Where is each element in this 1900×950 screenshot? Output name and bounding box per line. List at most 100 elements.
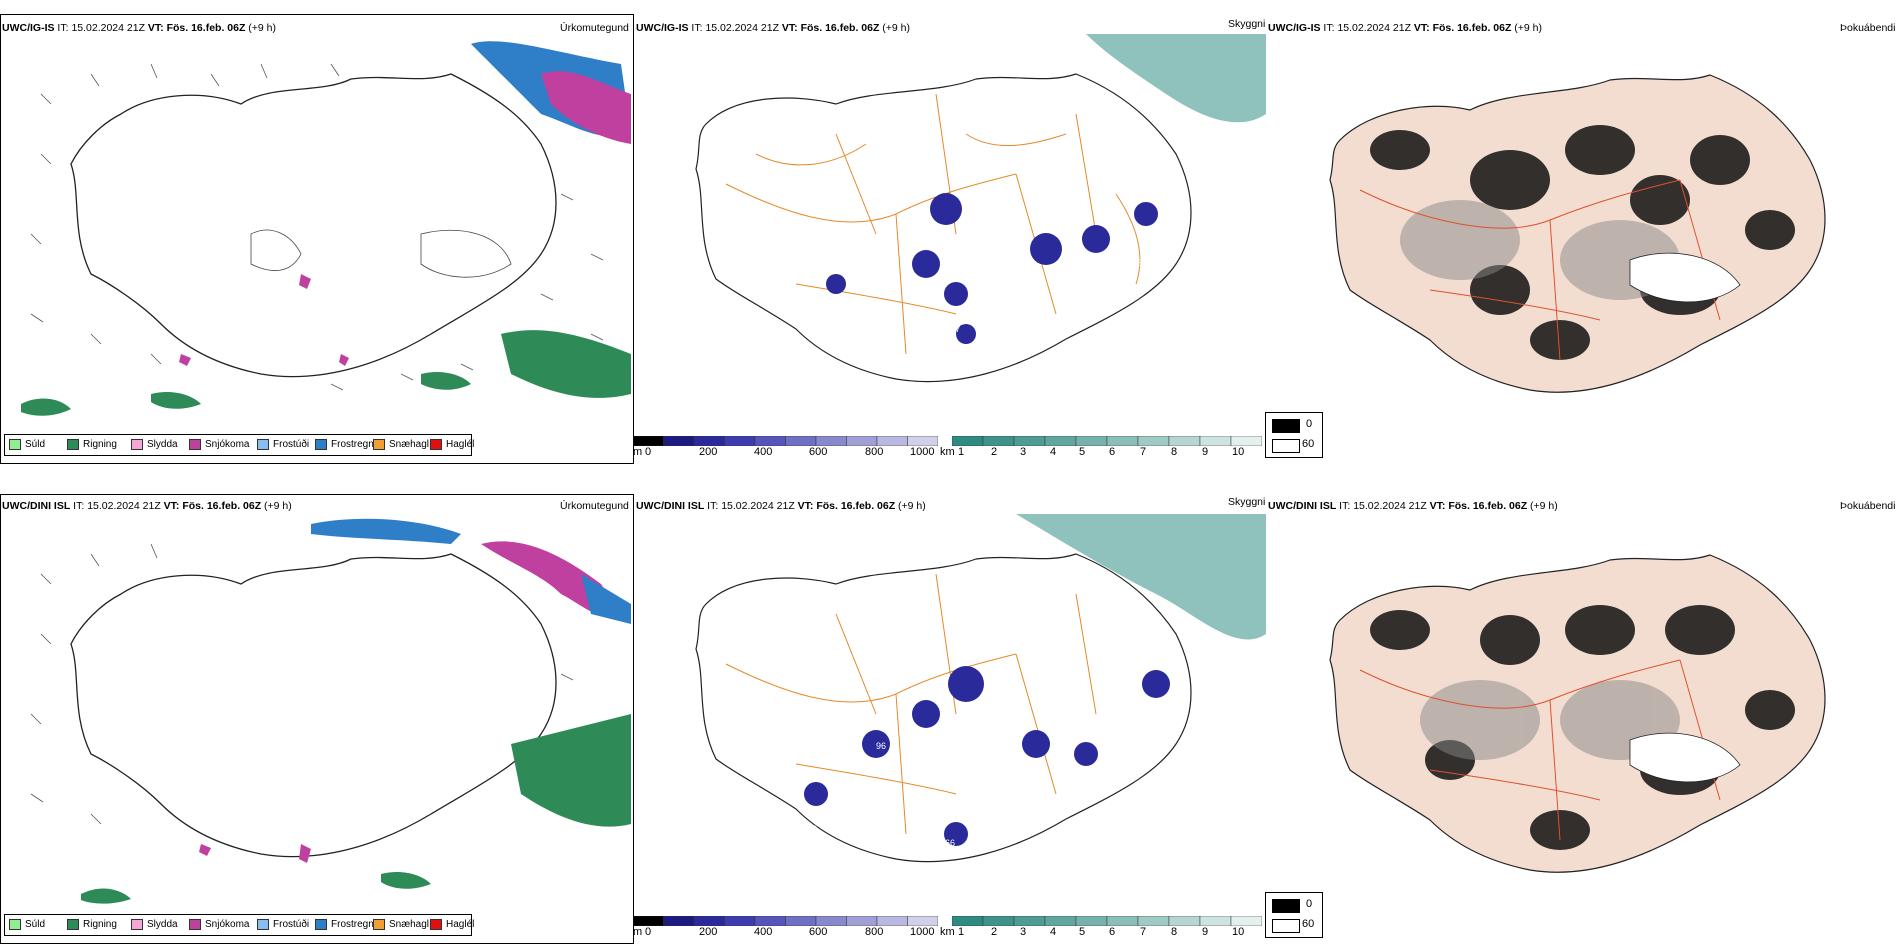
legend-item: Frostúði xyxy=(257,439,309,450)
colorbar-segment xyxy=(982,436,1015,446)
colorbar-segment xyxy=(1013,436,1046,446)
legend-item: Haglél xyxy=(430,919,474,930)
colorbar-segment xyxy=(785,916,817,926)
visibility-colorbar-km-bottom xyxy=(952,916,1262,926)
colorbar-segment xyxy=(663,916,695,926)
precip-type-panel-bottom xyxy=(0,494,634,944)
colorbar-segment xyxy=(1075,916,1108,926)
legend-item: Snjókoma xyxy=(189,919,249,930)
legend-item: Súld xyxy=(9,919,45,930)
panel-title-bottom-2: UWC/DINI ISL IT: 15.02.2024 21Z VT: Fös.… xyxy=(636,500,926,512)
colorbar-segment xyxy=(724,916,756,926)
legend-item: Frostregn xyxy=(315,919,374,930)
colorbar-segment xyxy=(1230,916,1262,926)
svg-text:59: 59 xyxy=(812,810,822,820)
precip-type-title: Úrkomutegund xyxy=(560,22,629,34)
panel-title-bottom-3: UWC/DINI ISL IT: 15.02.2024 21Z VT: Fös.… xyxy=(1268,500,1558,512)
precip-legend-bottom: Súld Rigning Slydda Snjókoma Frostúði Fr… xyxy=(4,914,474,936)
colorbar-segment xyxy=(633,436,664,446)
visibility-title: Skyggni xyxy=(1228,18,1266,30)
visibility-label: 52 xyxy=(1162,225,1172,235)
visibility-label: 114 xyxy=(952,346,966,356)
legend-item: Rigning xyxy=(67,919,117,930)
legend-item: Rigning xyxy=(67,439,117,450)
colorbar-segment xyxy=(693,436,725,446)
fog-index-map-top xyxy=(1329,74,1826,393)
colorbar-segment xyxy=(846,436,878,446)
visibility-label: 111 xyxy=(874,275,888,285)
svg-text:96: 96 xyxy=(876,741,886,751)
colorbar-segment xyxy=(1106,436,1139,446)
colorbar-segment xyxy=(1106,916,1139,926)
fog-index-title: Þokuábendi xyxy=(1840,22,1896,34)
precip-type-map-top xyxy=(21,41,631,416)
visibility-label: 106 xyxy=(1086,281,1101,291)
colorbar-segment xyxy=(785,436,817,446)
iceland-outline xyxy=(70,553,557,858)
legend-item: Snjókoma xyxy=(189,439,249,450)
colorbar-segment xyxy=(846,916,878,926)
colorbar-segment xyxy=(876,916,908,926)
legend-item: Frostúði xyxy=(257,919,309,930)
visibility-colorbar-km-top xyxy=(952,436,1262,446)
svg-text:123: 123 xyxy=(802,824,817,834)
colorbar-segment xyxy=(1137,916,1170,926)
colorbar-segment xyxy=(1044,916,1077,926)
precip-legend-top: Súld Rigning Slydda Snjókoma Frostúði Fr… xyxy=(4,434,474,456)
colorbar-segment xyxy=(1013,916,1046,926)
legend-item: Frostregn xyxy=(315,439,374,450)
colorbar-segment xyxy=(1199,436,1232,446)
fog-legend-bottom: 0 60 xyxy=(1265,892,1323,938)
svg-text:111: 111 xyxy=(936,726,950,736)
colorbar-segment xyxy=(1137,436,1170,446)
colorbar-segment xyxy=(815,916,847,926)
precip-type-panel-top xyxy=(0,14,634,464)
colorbar-segment xyxy=(754,436,786,446)
colorbar-segment xyxy=(815,436,847,446)
visibility-label: 117 xyxy=(946,324,960,334)
visibility-label: 75 xyxy=(1132,258,1142,268)
panel-title-bottom-1: UWC/DINI ISL IT: 15.02.2024 21Z VT: Fös.… xyxy=(2,500,292,512)
svg-text:109: 109 xyxy=(1076,766,1091,776)
legend-item: Slydda xyxy=(131,919,178,930)
svg-text:166: 166 xyxy=(940,838,955,848)
fog-index-map-bottom xyxy=(1329,554,1826,873)
visibility-colorbar-m-bottom xyxy=(633,916,938,926)
svg-text:107: 107 xyxy=(1126,728,1141,738)
svg-text:176: 176 xyxy=(1024,760,1039,770)
colorbar-segment xyxy=(1075,436,1108,446)
legend-item: Snæhagl xyxy=(373,919,429,930)
colorbar-segment xyxy=(907,916,938,926)
model-name: UWC/IG-IS xyxy=(2,22,55,34)
svg-text:131: 131 xyxy=(920,868,935,878)
colorbar-segment xyxy=(1168,436,1201,446)
legend-item: Snæhagl xyxy=(373,439,429,450)
colorbar-segment xyxy=(907,436,938,446)
iceland-outline xyxy=(695,73,1192,383)
legend-item: Slydda xyxy=(131,439,178,450)
svg-text:103: 103 xyxy=(972,700,987,710)
colorbar-segment xyxy=(952,436,984,446)
colorbar-segment xyxy=(633,916,664,926)
colorbar-segment xyxy=(663,436,695,446)
colorbar-segment xyxy=(724,436,756,446)
visibility-label: 79 xyxy=(938,252,948,262)
panel-title-top-3: UWC/IG-IS IT: 15.02.2024 21Z VT: Fös. 16… xyxy=(1268,22,1543,34)
legend-item: Súld xyxy=(9,439,45,450)
visibility-label: 89 xyxy=(932,382,942,392)
visibility-map-top: 91 79 117 114 89 111 75 106 111 52 xyxy=(695,34,1266,392)
panel-title-top-1: UWC/IG-IS IT: 15.02.2024 21Z VT: Fös. 16… xyxy=(2,22,277,34)
colorbar-segment xyxy=(1230,436,1262,446)
colorbar-segment xyxy=(754,916,786,926)
legend-item: Haglél xyxy=(430,439,474,450)
svg-text:152: 152 xyxy=(982,746,997,756)
visibility-label: 91 xyxy=(970,220,980,230)
colorbar-segment xyxy=(952,916,984,926)
colorbar-segment xyxy=(1199,916,1232,926)
colorbar-segment xyxy=(693,916,725,926)
colorbar-segment xyxy=(982,916,1015,926)
fog-legend-top: 0 60 xyxy=(1265,412,1323,458)
iceland-outline xyxy=(695,553,1192,863)
precip-type-map-bottom xyxy=(30,518,631,904)
iceland-outline xyxy=(70,73,557,378)
